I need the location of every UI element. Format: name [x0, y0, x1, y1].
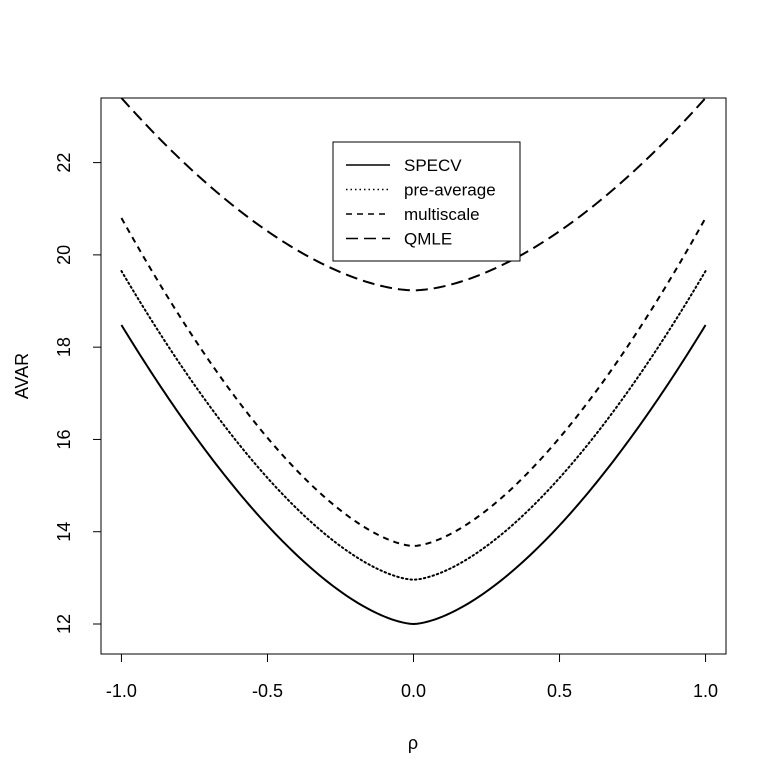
x-tick-label: 1.0: [693, 681, 718, 701]
y-tick-label: 12: [54, 614, 74, 634]
series-line-qmle: [120, 97, 707, 292]
series-line-specv: [120, 324, 707, 626]
legend-label: multiscale: [404, 205, 480, 224]
x-tick-label: 0.0: [401, 681, 426, 701]
legend-box: [332, 141, 521, 262]
y-axis: 12 14 16 18 20 22: [54, 153, 102, 634]
y-axis-title: AVAR: [12, 353, 32, 399]
y-tick-label: 22: [54, 153, 74, 173]
y-tick-label: 18: [54, 337, 74, 357]
y-tick-label: 16: [54, 429, 74, 449]
series-line-pre-average: [120, 270, 707, 581]
series-line-multiscale: [120, 217, 707, 548]
x-axis: -1.0 -0.5 0.0 0.5 1.0: [106, 653, 718, 701]
legend: SPECV pre-average multiscale QMLE: [332, 141, 521, 262]
series-layer: [120, 97, 707, 626]
legend-label: pre-average: [404, 181, 496, 200]
x-tick-label: -1.0: [106, 681, 137, 701]
y-tick-label: 14: [54, 522, 74, 542]
x-tick-label: 0.5: [547, 681, 572, 701]
x-tick-label: -0.5: [252, 681, 283, 701]
y-tick-label: 20: [54, 245, 74, 265]
legend-label: QMLE: [404, 230, 452, 249]
x-axis-title: ρ: [408, 733, 418, 753]
legend-label: SPECV: [404, 156, 462, 175]
